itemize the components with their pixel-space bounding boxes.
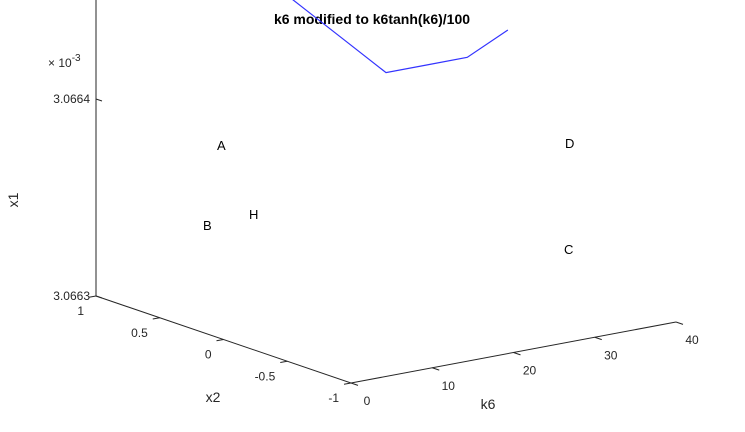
- series-line-branch-BC: [292, 0, 509, 74]
- point-label-A: A: [217, 138, 226, 153]
- point-label-D: D: [565, 136, 574, 151]
- x-tick-mark: [675, 321, 684, 325]
- x-axis-label: k6: [481, 396, 496, 412]
- point-label-H: H: [249, 207, 258, 222]
- point-label-C: C: [564, 242, 573, 257]
- x-tick-mark: [350, 382, 359, 386]
- y-tick-mark: [343, 382, 352, 385]
- x-tick-mark: [594, 336, 602, 341]
- x-tick-mark: [432, 367, 440, 371]
- z-tick-label: 3.0663: [53, 289, 90, 303]
- x-tick-label: 40: [685, 333, 699, 347]
- z-exponent-label: × 10-3: [48, 53, 81, 70]
- point-labels-group: A B H C D: [203, 136, 574, 257]
- x-tick-label: 10: [442, 379, 456, 393]
- z-tick-label: 3.0664: [53, 92, 90, 106]
- z-tick-mark: [95, 295, 103, 299]
- y-tick-label: -1: [328, 391, 339, 405]
- y-tick-label: 0: [205, 348, 212, 362]
- axes-group: 010203040-1-0.500.513.06633.06643.06653.…: [5, 0, 699, 412]
- point-label-B: B: [203, 218, 212, 233]
- z-tick-mark: [95, 98, 103, 102]
- y-tick-label: 0.5: [131, 326, 148, 340]
- curves-group: [292, 0, 509, 74]
- z-exponent-power: -3: [72, 53, 81, 64]
- x-tick-label: 20: [523, 364, 537, 378]
- y-tick-mark: [280, 360, 288, 364]
- y-tick-mark: [216, 339, 224, 342]
- z-axis-label: x1: [5, 192, 21, 207]
- chart-title: k6 modified to k6tanh(k6)/100: [274, 11, 470, 27]
- x-tick-label: 30: [604, 348, 618, 362]
- x-tick-mark: [513, 352, 521, 356]
- y-tick-label: -0.5: [255, 369, 276, 383]
- y-tick-label: 1: [77, 304, 84, 318]
- x-tick-label: 0: [364, 394, 371, 408]
- y-tick-mark: [88, 295, 97, 298]
- y-tick-mark: [152, 317, 160, 320]
- y-axis-label: x2: [206, 389, 221, 405]
